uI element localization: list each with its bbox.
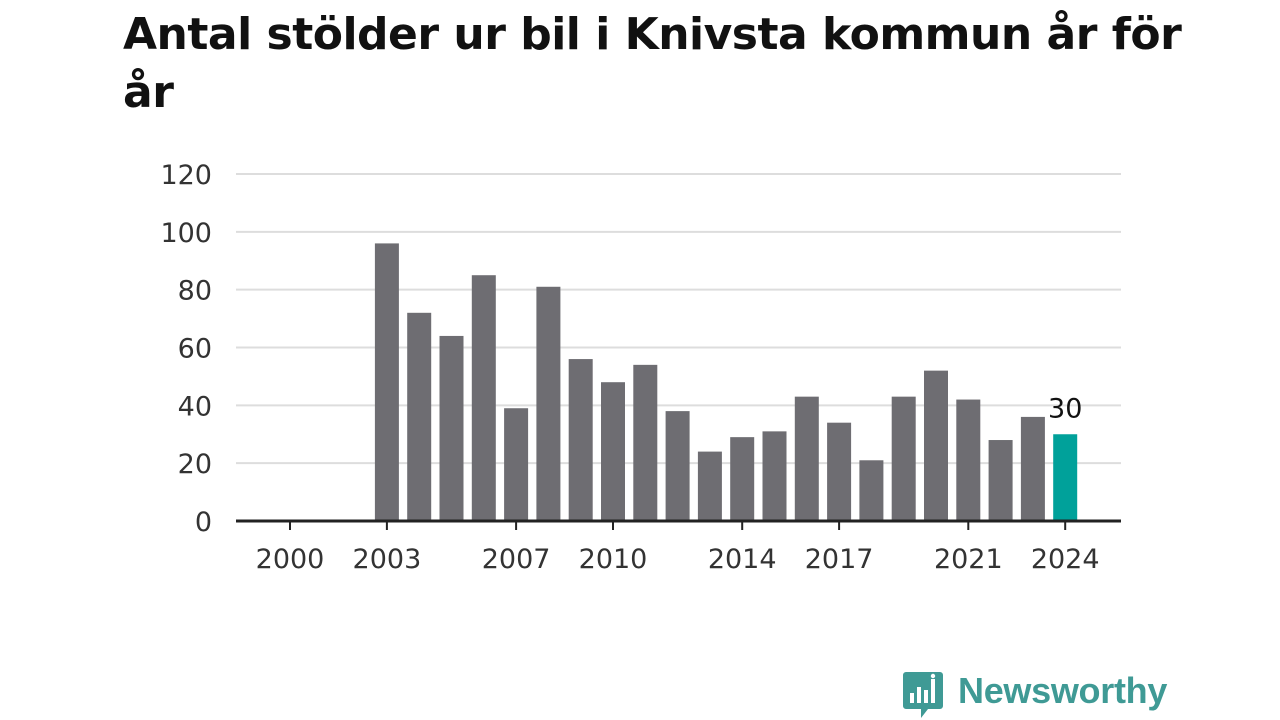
tick-labels: 0 20 40 60 80 100 120 30 2000 2003 2007 2010 2014 201…: [160, 160, 1099, 575]
bar-2019: [891, 396, 916, 521]
bar-2020: [924, 370, 948, 521]
bar-2003: [374, 243, 399, 521]
y-tick-label-20: 20: [178, 449, 212, 480]
y-tick-label-80: 80: [178, 276, 212, 307]
y-tick-label-120: 120: [160, 160, 212, 191]
bar-2023: [1020, 416, 1045, 521]
bar-2009: [568, 359, 593, 521]
x-tick-label-2007: 2007: [482, 544, 551, 575]
x-tick-label-2024: 2024: [1031, 544, 1100, 575]
bar-2013: [697, 451, 722, 521]
bar-2015: [762, 431, 787, 521]
y-tick-label-100: 100: [160, 218, 212, 249]
bar-2008: [536, 286, 561, 521]
newsworthy-logo: Newsworthy: [902, 670, 1167, 720]
newsworthy-logo-icon: [903, 672, 943, 718]
bars: [374, 243, 1078, 521]
brand-name: Newsworthy: [958, 670, 1168, 711]
x-tick-label-2017: 2017: [805, 544, 874, 575]
x-tick-label-2010: 2010: [579, 544, 648, 575]
y-tick-label-0: 0: [195, 507, 212, 538]
x-tick-label-2003: 2003: [353, 544, 422, 575]
bar-2022: [988, 440, 1013, 521]
bar-2021: [956, 399, 981, 521]
bar-2011: [633, 364, 658, 521]
x-tick-label-2014: 2014: [708, 544, 777, 575]
bar-2018: [859, 460, 884, 521]
bar-2007: [504, 408, 529, 521]
bar-2004: [407, 312, 432, 521]
bar-2012: [665, 411, 690, 521]
bar-2010: [601, 382, 625, 521]
y-tick-label-60: 60: [178, 334, 212, 365]
bar-2016: [794, 396, 819, 521]
x-axis: [236, 519, 1121, 530]
bar-2005: [439, 335, 464, 521]
bar-2017: [827, 422, 852, 521]
y-tick-label-40: 40: [178, 391, 212, 422]
chart-title: Antal stölder ur bil i Knivsta kommun år…: [123, 9, 1182, 118]
x-tick-label-2000: 2000: [256, 544, 325, 575]
x-tick-label-2021: 2021: [934, 544, 1003, 575]
bar-2024: [1053, 434, 1078, 521]
value-label-2024: 30: [1048, 393, 1082, 424]
bar-2014: [730, 437, 755, 521]
bar-2006: [471, 275, 496, 521]
